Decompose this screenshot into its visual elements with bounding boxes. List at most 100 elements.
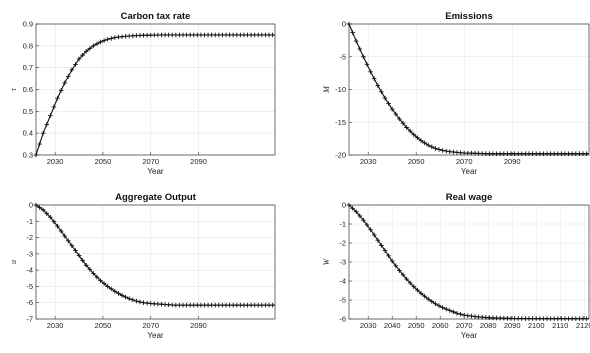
data-point — [62, 233, 67, 239]
data-point — [44, 211, 50, 216]
data-point — [361, 54, 366, 60]
y-tick-label: -5 — [339, 296, 346, 305]
data-point — [371, 76, 377, 81]
y-tick-label: 0.5 — [23, 107, 33, 116]
plot-frame — [348, 204, 590, 320]
y-tick-label: 0.6 — [23, 85, 33, 94]
data-point — [119, 293, 125, 298]
data-point — [83, 262, 89, 268]
x-tick-label: 2060 — [432, 321, 449, 330]
x-tick-label: 2030 — [47, 157, 64, 166]
x-tick-label: 2120 — [576, 321, 590, 330]
plot-area — [36, 205, 275, 319]
data-point — [368, 227, 373, 232]
data-point — [94, 41, 100, 47]
data-point — [55, 223, 60, 229]
data-point — [130, 297, 136, 303]
data-point — [62, 80, 67, 86]
data-point — [69, 67, 75, 73]
x-tick-label: 2050 — [95, 157, 112, 166]
y-tick-label: -10 — [335, 85, 346, 94]
data-point — [69, 243, 75, 249]
data-point — [443, 148, 449, 154]
data-point — [436, 303, 442, 308]
data-point — [270, 302, 275, 308]
data-point — [51, 104, 57, 110]
y-tick-label: -4 — [26, 266, 33, 275]
data-point — [404, 125, 409, 130]
data-point — [404, 276, 409, 282]
data-point — [465, 313, 471, 318]
data-point — [379, 89, 384, 95]
data-point — [80, 258, 85, 263]
chart-title: Real wage — [446, 192, 492, 203]
data-point — [80, 52, 85, 58]
data-point — [469, 313, 474, 319]
x-axis-label: Year — [461, 331, 478, 340]
chart-title: Emissions — [445, 11, 493, 22]
data-point — [386, 253, 391, 259]
x-tick-label: 2090 — [504, 157, 521, 166]
y-tick-label: -1 — [26, 217, 33, 226]
x-axis-label: Year — [147, 331, 164, 340]
data-point — [407, 128, 413, 134]
data-point — [48, 113, 53, 118]
y-tick-label: 0 — [342, 201, 346, 210]
data-point — [461, 312, 467, 318]
data-point — [137, 299, 143, 305]
data-point — [353, 209, 359, 214]
data-point — [440, 305, 445, 310]
data-point — [443, 306, 449, 312]
x-tick-label: 2050 — [408, 157, 425, 166]
x-tick-label: 2070 — [142, 157, 159, 166]
y-tick-label: -3 — [339, 258, 346, 267]
data-point — [397, 116, 402, 122]
x-tick-label: 2030 — [360, 321, 377, 330]
data-point — [58, 228, 64, 234]
data-point — [389, 258, 395, 264]
y-tick-label: -3 — [26, 249, 33, 258]
data-point — [584, 151, 589, 156]
data-point — [91, 271, 96, 276]
data-point — [364, 61, 370, 67]
data-point — [350, 30, 355, 35]
data-point — [382, 95, 388, 101]
x-tick-label: 2040 — [384, 321, 401, 330]
data-point — [397, 268, 402, 273]
data-point — [411, 284, 417, 289]
x-tick-label: 2050 — [95, 321, 112, 330]
chart-title: Aggregate Output — [115, 192, 197, 203]
data-point — [87, 267, 93, 272]
data-point — [425, 296, 431, 302]
x-axis-label: Year — [461, 167, 478, 176]
data-point — [116, 291, 121, 296]
data-point — [44, 122, 50, 127]
x-tick-label: 2070 — [142, 321, 159, 330]
y-tick-label: -2 — [339, 239, 346, 248]
data-point — [379, 243, 384, 248]
data-point — [98, 278, 103, 284]
y-axis-label: u — [9, 260, 18, 264]
data-point — [94, 274, 100, 280]
data-point — [353, 38, 359, 44]
data-point — [407, 280, 413, 286]
data-point — [112, 289, 118, 294]
y-tick-label: 0.8 — [23, 41, 33, 50]
data-point — [422, 140, 427, 146]
data-point — [375, 83, 381, 88]
y-tick-label: 0 — [342, 20, 346, 29]
data-point — [393, 263, 399, 269]
data-point — [73, 248, 78, 253]
data-point — [40, 130, 46, 136]
data-point — [126, 296, 132, 301]
data-point — [415, 287, 420, 293]
data-point — [357, 213, 363, 219]
data-point — [134, 298, 139, 304]
data-point — [87, 46, 93, 51]
x-tick-label: 2030 — [47, 321, 64, 330]
data-point — [451, 309, 456, 315]
data-point — [33, 202, 39, 208]
data-point — [368, 69, 373, 75]
data-point — [65, 238, 71, 244]
